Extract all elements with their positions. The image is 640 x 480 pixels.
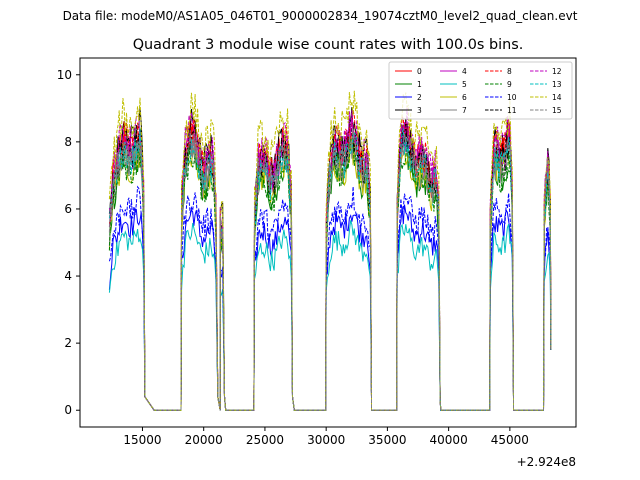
y-tick-label: 0 (64, 403, 72, 417)
legend-label-5: 5 (462, 80, 467, 89)
legend-label-3: 3 (417, 106, 422, 115)
legend-label-14: 14 (552, 93, 562, 102)
legend-label-10: 10 (507, 93, 517, 102)
series-line-8 (108, 110, 552, 411)
x-offset-label: +2.924e8 (517, 455, 576, 469)
legend-label-11: 11 (507, 106, 517, 115)
legend-label-7: 7 (462, 106, 467, 115)
figure-suptitle: Data file: modeM0/AS1A05_046T01_90000028… (63, 9, 578, 23)
series-line-10 (108, 185, 552, 411)
series-line-14 (108, 90, 552, 411)
x-tick-label: 40000 (430, 433, 468, 447)
y-tick-label: 6 (64, 202, 72, 216)
x-tick-label: 25000 (246, 433, 284, 447)
y-tick-label: 10 (57, 68, 72, 82)
plot-frame (79, 57, 577, 428)
series-line-5 (108, 220, 552, 411)
x-tick-label: 35000 (368, 433, 406, 447)
series-line-2 (108, 204, 552, 411)
x-tick-label: 45000 (491, 433, 529, 447)
legend-box (388, 61, 573, 120)
legend-label-0: 0 (417, 67, 422, 76)
y-tick-label: 4 (64, 269, 72, 283)
chart-title: Quadrant 3 module wise count rates with … (133, 37, 524, 53)
legend-label-2: 2 (417, 93, 422, 102)
series-layer (108, 90, 552, 411)
x-tick-label: 20000 (185, 433, 223, 447)
y-tick-label: 8 (64, 135, 72, 149)
legend-label-8: 8 (507, 67, 512, 76)
legend-label-1: 1 (417, 80, 422, 89)
series-line-15 (108, 128, 552, 411)
legend-label-9: 9 (507, 80, 512, 89)
legend-label-15: 15 (552, 106, 562, 115)
legend-label-13: 13 (552, 80, 562, 89)
y-tick-label: 2 (64, 336, 72, 350)
legend-label-4: 4 (462, 67, 467, 76)
legend-label-12: 12 (552, 67, 562, 76)
legend-label-6: 6 (462, 93, 467, 102)
axes: 15000 20000 25000 30000 35000 40000 45000 0 2 4 6 8… (57, 68, 529, 447)
x-tick-label: 15000 (123, 433, 161, 447)
x-tick-label: 30000 (307, 433, 345, 447)
